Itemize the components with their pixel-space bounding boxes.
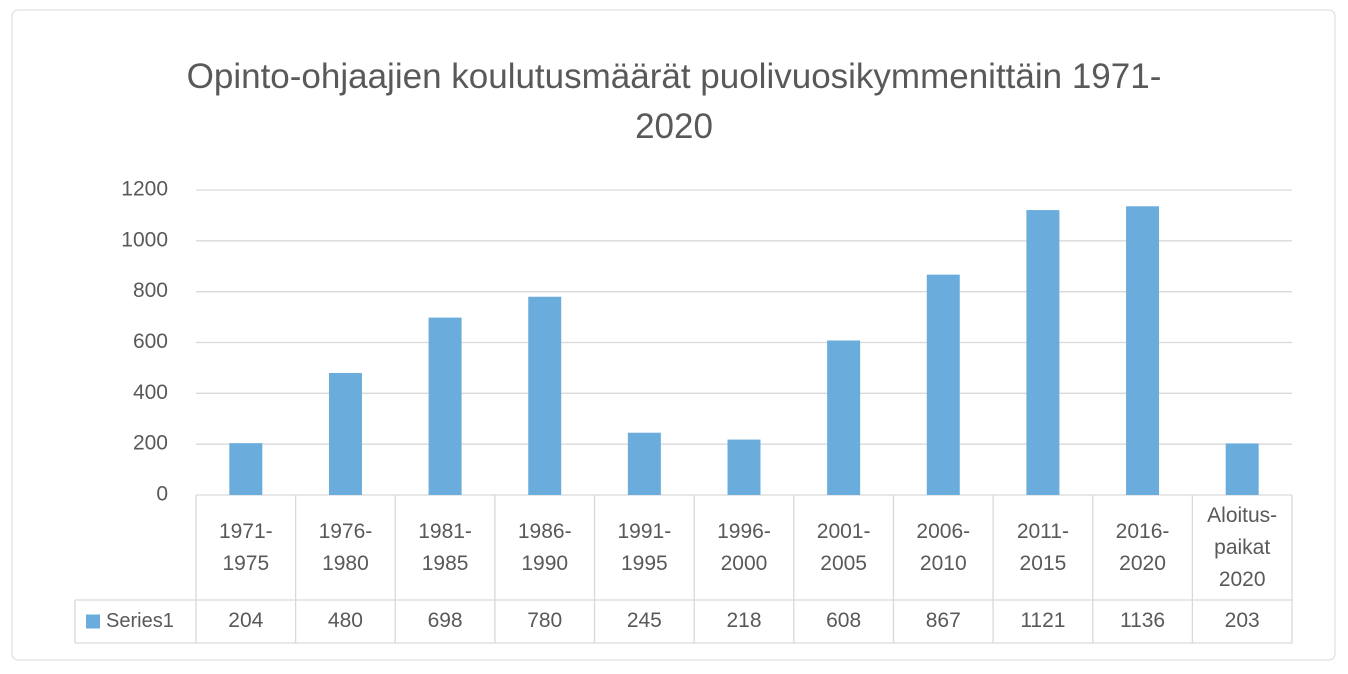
y-tick-label: 800 [133,279,168,302]
x-tick-label: 2011-2015 [1016,519,1069,575]
x-tick-label: 2016-2020 [1115,519,1170,575]
x-tick-label: 1981-1985 [418,519,472,575]
table-value: 245 [627,609,662,632]
x-tick-label: Aloitus-paikat 2020 [1207,503,1278,591]
table-value: 867 [926,609,961,632]
table-value: 218 [726,609,761,632]
bar [229,443,263,495]
x-tick-label: 1976-1980 [318,519,373,575]
table-value: 780 [527,609,562,632]
x-tick-label: 2006-2010 [916,519,971,575]
y-tick-label: 200 [133,432,168,455]
chart-title: Opinto-ohjaajien koulutusmäärät puolivuo… [186,57,1162,146]
y-tick-label: 1200 [121,178,168,201]
bar [627,432,661,495]
table-value: 204 [228,609,263,632]
bar [827,340,861,495]
x-tick-label: 1971-1975 [218,519,273,575]
y-tick-label: 600 [133,330,168,353]
x-tick-label: 1991-1995 [617,519,672,575]
bar [1225,443,1259,495]
bar [328,373,362,495]
x-tick-label: 2001-2005 [816,519,871,575]
bar [926,274,960,495]
x-tick-label: 1986-1990 [517,519,572,575]
table-value: 1121 [1020,609,1065,632]
y-tick-label: 1000 [121,228,168,251]
table-value: 480 [328,609,363,632]
bar [1126,206,1160,495]
legend-label: Series1 [106,610,174,632]
y-tick-label: 400 [133,381,168,404]
x-tick-label: 1996-2000 [717,519,771,575]
bar [528,296,562,495]
table-value: 698 [428,609,463,632]
chart-border [11,9,1336,661]
table-value: 1136 [1120,609,1165,632]
table-value: 203 [1225,609,1260,632]
table-value: 608 [826,609,861,632]
legend-key [86,614,100,629]
bar [428,317,462,495]
y-tick-label: 0 [156,483,168,506]
bar [727,439,761,495]
bar [1026,210,1060,495]
